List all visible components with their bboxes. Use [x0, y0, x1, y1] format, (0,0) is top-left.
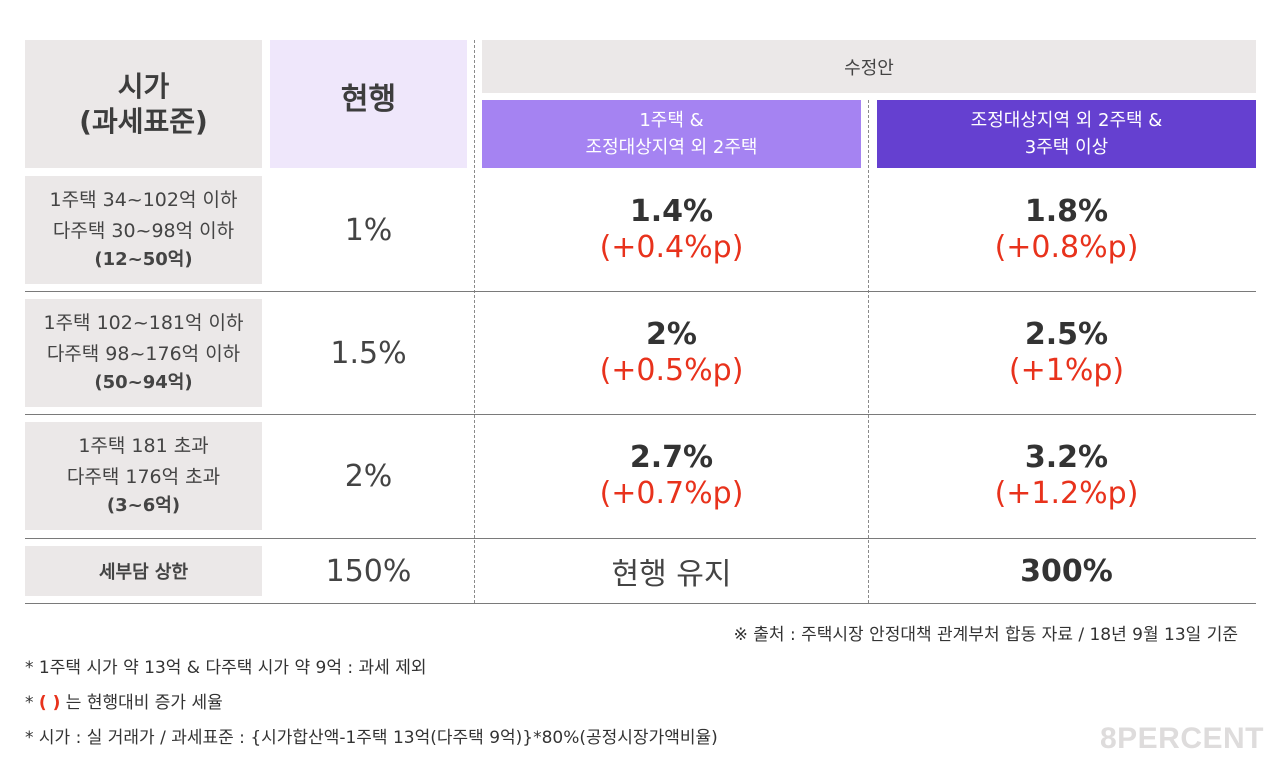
row-3-current: 2% — [270, 422, 467, 530]
row-3-label-line2: 다주택 176억 초과 — [66, 465, 221, 488]
row-2-group-b-increase: (+1%p) — [1008, 353, 1125, 388]
row-3-group-a-increase: (+0.7%p) — [599, 476, 744, 511]
header-group-a: 1주택 & 조정대상지역 외 2주택 — [482, 100, 861, 168]
header-group-b-line1: 조정대상지역 외 2주택 & — [970, 110, 1163, 131]
row-1-group-b: 1.8% (+0.8%p) — [877, 176, 1256, 284]
row-2-group-b-rate: 2.5% — [1024, 317, 1109, 352]
header-market-price-line2: (과세표준) — [79, 105, 208, 138]
cap-current-value: 150% — [325, 553, 412, 589]
row-2-group-a: 2% (+0.5%p) — [482, 299, 861, 407]
column-divider-1 — [474, 40, 475, 603]
row-divider-2 — [25, 414, 1256, 415]
row-3-group-b: 3.2% (+1.2%p) — [877, 422, 1256, 530]
row-2-current: 1.5% — [270, 299, 467, 407]
row-3-current-value: 2% — [344, 458, 393, 494]
row-1-label-line2: 다주택 30~98억 이하 — [52, 219, 235, 242]
row-1-label-line1: 1주택 34~102억 이하 — [49, 189, 238, 212]
header-revision-label: 수정안 — [844, 57, 894, 79]
row-1-group-a-rate: 1.4% — [629, 194, 714, 229]
source-text: ※ 출처 : 주택시장 안정대책 관계부처 합동 자료 / 18년 9월 13일… — [733, 625, 1238, 645]
row-2-group-a-increase: (+0.5%p) — [599, 353, 744, 388]
row-2-label-line2: 다주택 98~176억 이하 — [46, 342, 241, 365]
table-bottom-line — [25, 603, 1256, 604]
row-divider-3 — [25, 538, 1256, 539]
note-3: * 시가 : 실 거래가 / 과세표준 : {시가합산액-1주택 13억(다주택… — [25, 728, 718, 748]
cap-group-a-value: 현행 유지 — [611, 557, 732, 592]
row-divider-1 — [25, 291, 1256, 292]
row-1-label: 1주택 34~102억 이하 다주택 30~98억 이하 (12~50억) — [25, 176, 262, 284]
note-2-paren: ( ) — [38, 693, 61, 713]
brand-watermark: 8PERCENT — [1099, 722, 1264, 755]
row-2-current-value: 1.5% — [330, 335, 407, 371]
row-3-group-a: 2.7% (+0.7%p) — [482, 422, 861, 530]
row-3-label-range: (3~6억) — [106, 494, 181, 516]
header-group-b: 조정대상지역 외 2주택 & 3주택 이상 — [877, 100, 1256, 168]
row-1-group-a: 1.4% (+0.4%p) — [482, 176, 861, 284]
row-1-group-a-increase: (+0.4%p) — [599, 230, 744, 265]
header-group-a-line1: 1주택 & — [639, 110, 704, 131]
cap-label: 세부담 상한 — [25, 546, 262, 596]
row-1-group-b-increase: (+0.8%p) — [994, 230, 1139, 265]
row-1-current-value: 1% — [344, 212, 393, 248]
cap-group-b: 300% — [877, 546, 1256, 596]
cap-group-b-value: 300% — [1020, 553, 1113, 589]
note-1: * 1주택 시가 약 13억 & 다주택 시가 약 9억 : 과세 제외 — [25, 658, 427, 678]
row-2-label-line1: 1주택 102~181억 이하 — [43, 312, 244, 335]
note-2-suffix: 는 현행대비 증가 세율 — [60, 693, 223, 713]
row-3-group-b-increase: (+1.2%p) — [994, 476, 1139, 511]
header-market-price-line1: 시가 — [117, 70, 170, 103]
row-3-group-a-rate: 2.7% — [629, 440, 714, 475]
row-1-label-range: (12~50억) — [94, 248, 193, 270]
row-3-group-b-rate: 3.2% — [1024, 440, 1109, 475]
row-1-current: 1% — [270, 176, 467, 284]
row-3-label-line1: 1주택 181 초과 — [78, 435, 209, 458]
cap-label-text: 세부담 상한 — [98, 562, 189, 583]
row-2-group-b: 2.5% (+1%p) — [877, 299, 1256, 407]
header-group-b-line2: 3주택 이상 — [1024, 137, 1109, 158]
column-divider-2 — [868, 100, 869, 603]
header-market-price: 시가 (과세표준) — [25, 40, 262, 168]
header-current-label: 현행 — [340, 82, 397, 117]
row-3-label: 1주택 181 초과 다주택 176억 초과 (3~6억) — [25, 422, 262, 530]
row-2-group-a-rate: 2% — [646, 317, 697, 352]
note-2-prefix: * — [25, 693, 39, 713]
cap-current: 150% — [270, 546, 467, 596]
cap-group-a: 현행 유지 — [482, 546, 861, 596]
row-1-group-b-rate: 1.8% — [1024, 194, 1109, 229]
header-revision: 수정안 — [482, 40, 1256, 93]
note-2: * ( ) 는 현행대비 증가 세율 — [25, 688, 223, 713]
header-group-a-line2: 조정대상지역 외 2주택 — [585, 137, 758, 158]
row-2-label-range: (50~94억) — [94, 371, 193, 393]
row-2-label: 1주택 102~181억 이하 다주택 98~176억 이하 (50~94억) — [25, 299, 262, 407]
header-current: 현행 — [270, 40, 467, 168]
